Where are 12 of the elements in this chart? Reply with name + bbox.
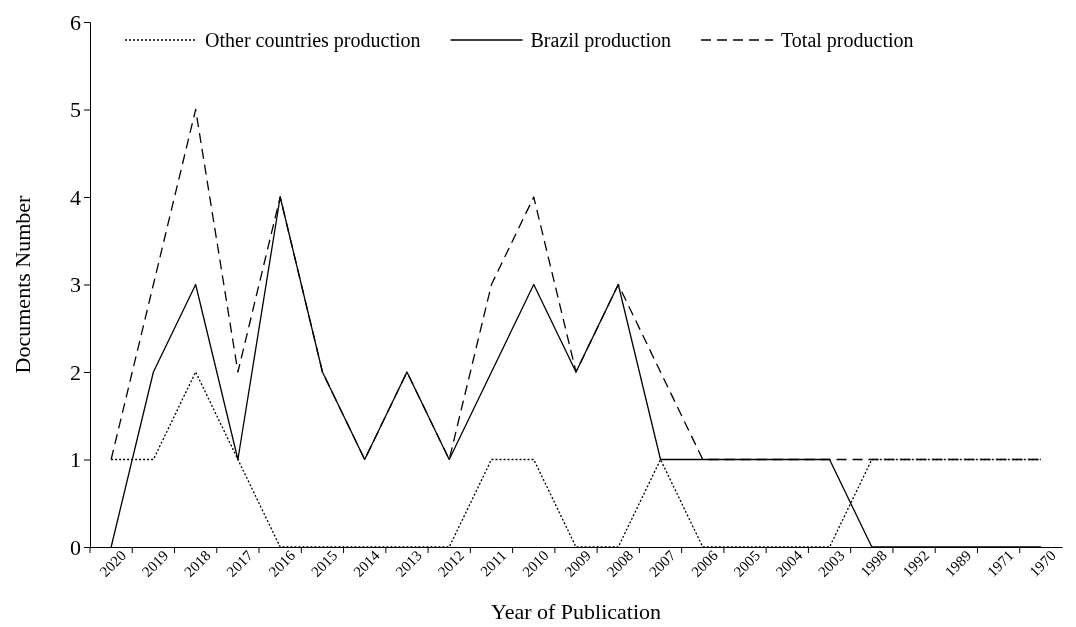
x-axis-title: Year of Publication <box>490 599 662 624</box>
y-tick-label: 6 <box>70 9 81 35</box>
legend-label: Total production <box>781 29 914 52</box>
y-tick-label: 5 <box>70 97 81 123</box>
y-tick-label: 2 <box>70 359 81 385</box>
legend-label: Brazil production <box>530 29 672 52</box>
y-tick-label: 4 <box>70 184 81 210</box>
legend-label: Other countries production <box>205 29 421 52</box>
y-tick-label: 0 <box>70 534 81 560</box>
y-axis-title: Documents Number <box>10 194 35 374</box>
y-tick-label: 1 <box>70 447 81 473</box>
y-tick-label: 3 <box>70 272 81 298</box>
